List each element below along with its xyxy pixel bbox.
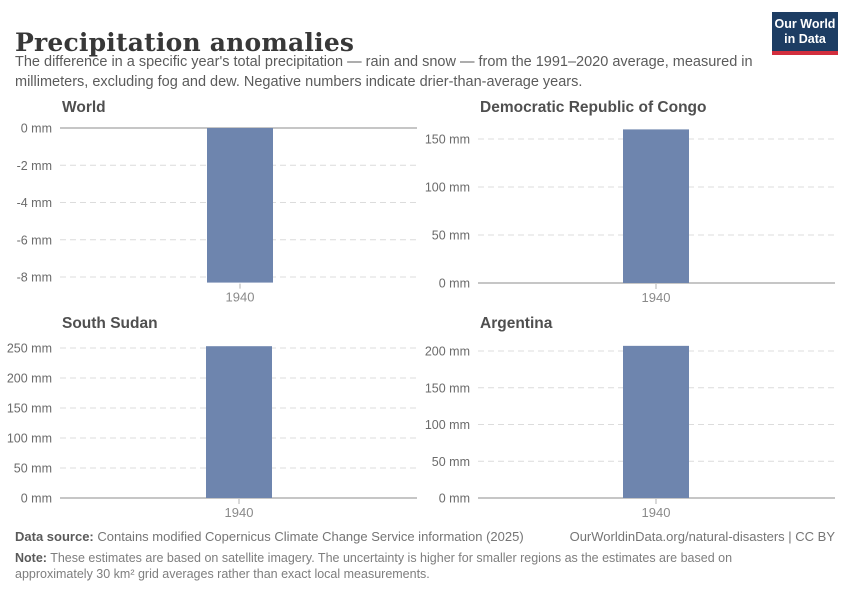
y-axis-tick-label: 50 mm xyxy=(432,455,470,469)
x-axis-year-label: 1940 xyxy=(226,290,255,305)
y-axis-tick-label: 0 mm xyxy=(439,492,470,506)
y-axis-tick-label: 100 mm xyxy=(7,432,52,446)
note-text: These estimates are based on satellite i… xyxy=(15,551,733,582)
x-axis-year-label: 1940 xyxy=(642,505,671,520)
note-label: Note: xyxy=(15,551,47,565)
page-title: Precipitation anomalies xyxy=(15,27,355,57)
owid-logo-line1: Our World xyxy=(774,17,836,31)
y-axis-tick-label: -8 mm xyxy=(17,271,52,285)
chart-footer: Data source: Contains modified Copernicu… xyxy=(15,529,835,583)
bar-world[interactable] xyxy=(207,128,273,283)
bar-south-sudan[interactable] xyxy=(206,346,272,498)
y-axis-tick-label: -4 mm xyxy=(17,196,52,210)
note-line: Note: These estimates are based on satel… xyxy=(15,550,741,583)
panel-title-world: World xyxy=(62,99,106,116)
y-axis-tick-label: 200 mm xyxy=(425,345,470,359)
panel-title-south-sudan: South Sudan xyxy=(62,315,158,332)
data-source-text: Contains modified Copernicus Climate Cha… xyxy=(93,529,524,544)
owid-url-link[interactable]: OurWorldinData.org/natural-disasters | C… xyxy=(569,529,835,544)
y-axis-tick-label: 100 mm xyxy=(425,418,470,432)
y-axis-tick-label: 100 mm xyxy=(425,181,470,195)
y-axis-tick-label: 0 mm xyxy=(21,122,52,136)
owid-logo[interactable]: Our World in Data xyxy=(772,12,838,55)
y-axis-tick-label: 250 mm xyxy=(7,342,52,356)
y-axis-tick-label: 50 mm xyxy=(14,462,52,476)
chart-subtitle: The difference in a specific year's tota… xyxy=(15,54,753,90)
y-axis-tick-label: 200 mm xyxy=(7,372,52,386)
y-axis-tick-label: 150 mm xyxy=(7,402,52,416)
y-axis-tick-label: 150 mm xyxy=(425,381,470,395)
y-axis-tick-label: -6 mm xyxy=(17,233,52,247)
panel-title-drc: Democratic Republic of Congo xyxy=(480,99,707,116)
bar-democratic-republic-of-congo[interactable] xyxy=(623,129,689,283)
x-axis-year-label: 1940 xyxy=(225,505,254,520)
y-axis-tick-label: -2 mm xyxy=(17,159,52,173)
y-axis-tick-label: 150 mm xyxy=(425,133,470,147)
y-axis-tick-label: 50 mm xyxy=(432,229,470,243)
owid-logo-line2: in Data xyxy=(784,32,826,46)
data-source-label: Data source: xyxy=(15,529,94,544)
y-axis-tick-label: 0 mm xyxy=(439,277,470,291)
panel-title-argentina: Argentina xyxy=(480,315,553,332)
data-source-line: Data source: Contains modified Copernicu… xyxy=(15,529,524,544)
x-axis-year-label: 1940 xyxy=(642,290,671,305)
y-axis-tick-label: 0 mm xyxy=(21,492,52,506)
bar-argentina[interactable] xyxy=(623,345,689,498)
